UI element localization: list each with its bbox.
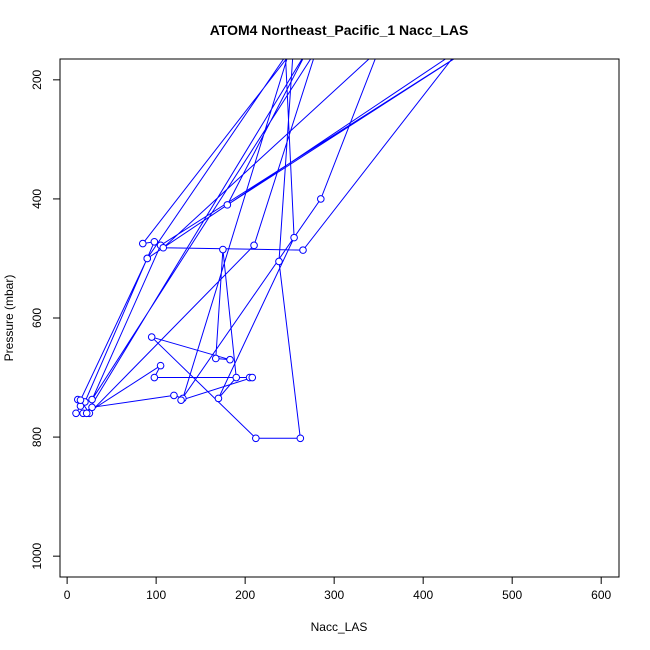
data-point bbox=[375, 47, 382, 54]
data-point bbox=[455, 47, 462, 54]
chart-title: ATOM4 Northeast_Pacific_1 Nacc_LAS bbox=[210, 22, 469, 38]
data-point bbox=[317, 195, 325, 203]
data-point bbox=[313, 47, 320, 54]
x-axis-label: Nacc_LAS bbox=[311, 620, 368, 634]
data-point bbox=[156, 361, 165, 370]
y-tick-label: 200 bbox=[30, 70, 44, 90]
data-point bbox=[226, 355, 234, 364]
data-point bbox=[214, 394, 223, 403]
data-point bbox=[232, 373, 241, 382]
x-tick-label: 200 bbox=[235, 588, 255, 602]
x-tick-label: 500 bbox=[502, 588, 522, 602]
data-point bbox=[282, 47, 289, 54]
y-axis-label: Pressure (mbar) bbox=[2, 275, 16, 362]
data-point bbox=[464, 47, 471, 54]
data-point bbox=[211, 354, 220, 363]
data-point bbox=[250, 241, 258, 250]
series-lines bbox=[75, 59, 455, 439]
data-point bbox=[219, 245, 227, 254]
data-point bbox=[248, 373, 257, 382]
data-point bbox=[290, 233, 298, 242]
data-point bbox=[147, 333, 156, 341]
data-point bbox=[72, 409, 80, 418]
data-point bbox=[82, 409, 91, 418]
data-point bbox=[304, 47, 311, 54]
data-point bbox=[252, 434, 260, 443]
data-point bbox=[223, 201, 232, 209]
data-point bbox=[150, 237, 159, 246]
x-tick-label: 400 bbox=[413, 588, 433, 602]
plot-area bbox=[72, 47, 471, 443]
x-tick-label: 100 bbox=[146, 588, 166, 602]
y-tick-label: 800 bbox=[30, 427, 44, 447]
series-line bbox=[75, 59, 455, 439]
data-point bbox=[299, 246, 307, 254]
y-tick-label: 600 bbox=[30, 308, 44, 328]
data-point bbox=[138, 239, 147, 248]
data-point bbox=[275, 257, 283, 266]
data-point bbox=[177, 396, 185, 404]
data-point bbox=[286, 47, 293, 54]
data-point bbox=[143, 254, 152, 263]
data-point bbox=[296, 434, 305, 443]
y-axis: 200 400 600 800 1000 bbox=[30, 70, 60, 570]
x-tick-label: 600 bbox=[591, 588, 611, 602]
y-tick-label: 1000 bbox=[30, 542, 44, 569]
data-point bbox=[76, 396, 85, 404]
data-point bbox=[170, 391, 178, 400]
series-points bbox=[72, 47, 471, 443]
y-tick-label: 400 bbox=[30, 189, 44, 209]
x-tick-label: 0 bbox=[64, 588, 71, 602]
x-axis: 0 100 200 300 400 500 600 bbox=[64, 577, 612, 602]
data-point bbox=[159, 243, 168, 252]
data-point bbox=[150, 373, 159, 382]
data-point bbox=[290, 47, 297, 54]
data-point bbox=[88, 395, 96, 404]
x-tick-label: 300 bbox=[324, 588, 344, 602]
